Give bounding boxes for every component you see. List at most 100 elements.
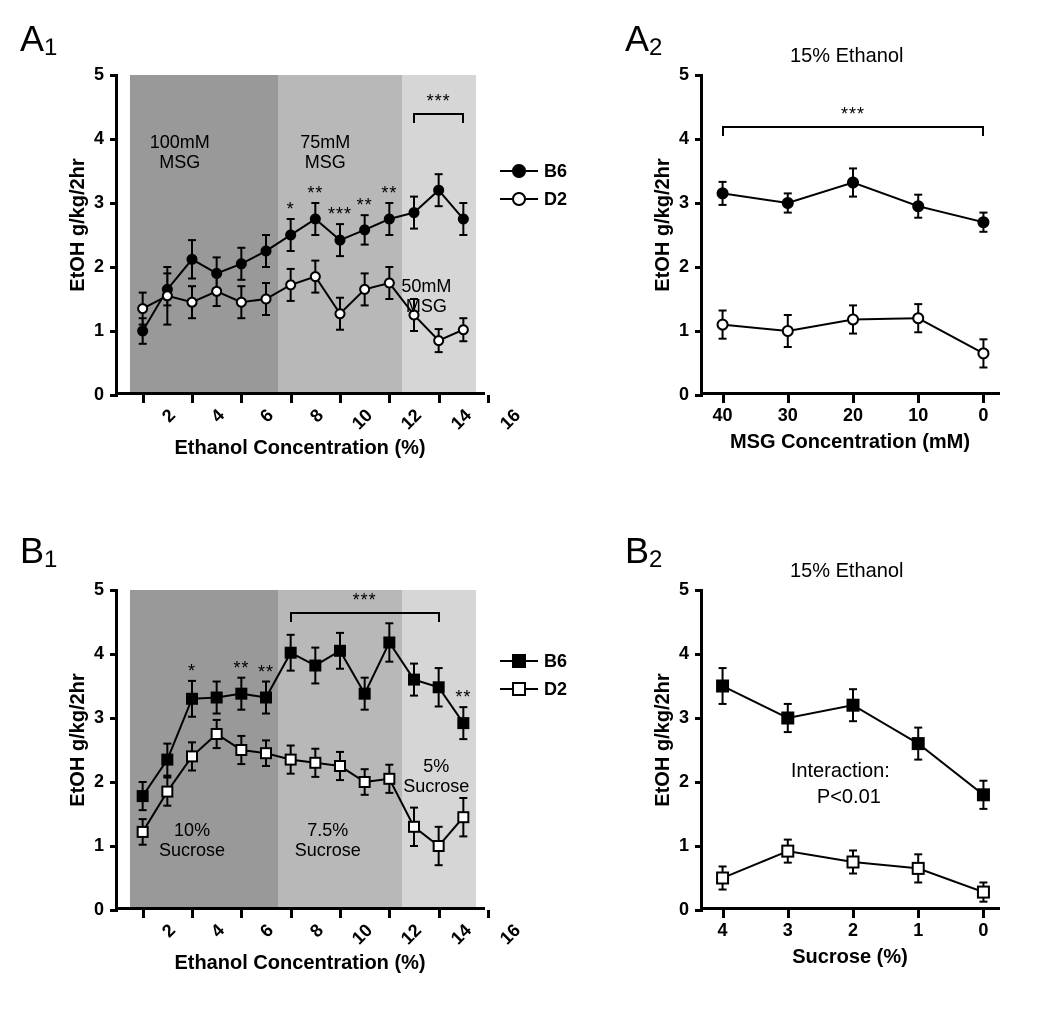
y-tick xyxy=(695,909,703,912)
x-tick-label: 4 xyxy=(711,920,735,941)
sig-bracket-cap xyxy=(722,126,724,136)
y-tick xyxy=(695,717,703,720)
y-tick xyxy=(695,266,703,269)
y-tick-label: 1 xyxy=(84,835,104,856)
x-tick-label: 6 xyxy=(242,920,278,956)
annotation: P<0.01 xyxy=(817,786,881,809)
x-tick xyxy=(917,910,920,918)
y-axis-label: EtOH g/kg/2hr xyxy=(67,650,90,830)
sig-bracket-cap xyxy=(438,612,440,622)
sig-bracket-label: *** xyxy=(833,104,873,125)
y-tick xyxy=(695,589,703,592)
zone-label: 10%Sucrose xyxy=(147,820,237,861)
x-tick xyxy=(240,395,243,403)
x-tick xyxy=(917,395,920,403)
y-axis-label: EtOH g/kg/2hr xyxy=(652,135,675,315)
y-tick-label: 0 xyxy=(84,384,104,405)
y-tick xyxy=(110,74,118,77)
y-tick xyxy=(695,845,703,848)
zone-label: 7.5%Sucrose xyxy=(283,820,373,861)
sig-bracket xyxy=(723,126,984,128)
x-tick xyxy=(982,910,985,918)
x-axis-label: Ethanol Concentration (%) xyxy=(115,437,485,460)
y-tick-label: 0 xyxy=(669,384,689,405)
y-tick-label: 5 xyxy=(669,579,689,600)
x-tick xyxy=(142,910,145,918)
x-tick-label: 2 xyxy=(143,405,179,441)
plot-b2: Interaction:P<0.0101234543210 xyxy=(700,590,1000,910)
x-tick xyxy=(787,395,790,403)
x-tick-label: 14 xyxy=(439,920,475,956)
y-tick xyxy=(110,138,118,141)
y-tick xyxy=(110,653,118,656)
y-tick xyxy=(695,202,703,205)
panel-title: 15% Ethanol xyxy=(790,45,903,68)
y-tick-label: 1 xyxy=(669,320,689,341)
annotation: Interaction: xyxy=(791,760,890,783)
x-tick-label: 10 xyxy=(906,405,930,426)
x-tick-label: 1 xyxy=(906,920,930,941)
y-axis-label: EtOH g/kg/2hr xyxy=(652,650,675,830)
x-tick-label: 16 xyxy=(489,920,525,956)
zone-label: 100mMMSG xyxy=(135,132,225,173)
y-tick xyxy=(695,394,703,397)
panel-label-b1: B1 xyxy=(20,530,57,574)
plot-a2: ***012345403020100 xyxy=(700,75,1000,395)
panel-label-b2: B2 xyxy=(625,530,662,574)
x-tick xyxy=(722,395,725,403)
y-tick-label: 5 xyxy=(669,64,689,85)
panel-title: 15% Ethanol xyxy=(790,560,903,583)
zone-label: 75mMMSG xyxy=(280,132,370,173)
x-tick xyxy=(722,910,725,918)
y-tick-label: 5 xyxy=(84,64,104,85)
x-tick-label: 14 xyxy=(439,405,475,441)
y-tick xyxy=(695,74,703,77)
legend-a1: B6D2 xyxy=(500,160,567,216)
x-tick xyxy=(290,395,293,403)
series-svg xyxy=(703,590,1003,910)
panel-label-a1: A1 xyxy=(20,18,57,62)
x-tick xyxy=(240,910,243,918)
x-tick-label: 20 xyxy=(841,405,865,426)
x-tick xyxy=(982,395,985,403)
series-svg xyxy=(118,590,488,910)
x-tick xyxy=(487,395,490,403)
x-tick-label: 10 xyxy=(341,405,377,441)
series-svg xyxy=(118,75,488,395)
x-tick-label: 2 xyxy=(841,920,865,941)
plot-b1: 10%Sucrose7.5%Sucrose5%Sucrose**********… xyxy=(115,590,485,910)
x-tick-label: 2 xyxy=(143,920,179,956)
x-tick xyxy=(142,395,145,403)
x-tick-label: 4 xyxy=(193,920,229,956)
sig-bracket xyxy=(291,612,439,614)
y-tick-label: 0 xyxy=(669,899,689,920)
x-tick xyxy=(852,395,855,403)
y-tick xyxy=(110,330,118,333)
x-tick-label: 3 xyxy=(776,920,800,941)
x-axis-label: Ethanol Concentration (%) xyxy=(115,952,485,975)
figure-root: A1 A2 B1 B2 100mMMSG75mMMSG50mMMSG******… xyxy=(0,0,1050,1028)
x-tick-label: 16 xyxy=(489,405,525,441)
y-tick xyxy=(110,589,118,592)
x-tick xyxy=(487,910,490,918)
y-tick-label: 0 xyxy=(84,899,104,920)
y-tick-label: 1 xyxy=(84,320,104,341)
x-tick-label: 8 xyxy=(291,405,327,441)
legend-item: D2 xyxy=(500,188,567,210)
x-tick-label: 0 xyxy=(971,920,995,941)
x-tick-label: 12 xyxy=(390,405,426,441)
x-axis-label: Sucrose (%) xyxy=(700,946,1000,969)
sig-bracket-cap xyxy=(290,612,292,622)
y-tick xyxy=(110,394,118,397)
panel-label-a2: A2 xyxy=(625,18,662,62)
x-tick xyxy=(852,910,855,918)
y-tick xyxy=(695,330,703,333)
y-tick xyxy=(110,909,118,912)
legend-item: B6 xyxy=(500,650,567,672)
plot-a1: 100mMMSG75mMMSG50mMMSG*************01234… xyxy=(115,75,485,395)
y-tick xyxy=(695,781,703,784)
y-tick-label: 5 xyxy=(84,579,104,600)
y-tick xyxy=(695,653,703,656)
sig-bracket-label: *** xyxy=(345,590,385,611)
x-tick xyxy=(191,395,194,403)
